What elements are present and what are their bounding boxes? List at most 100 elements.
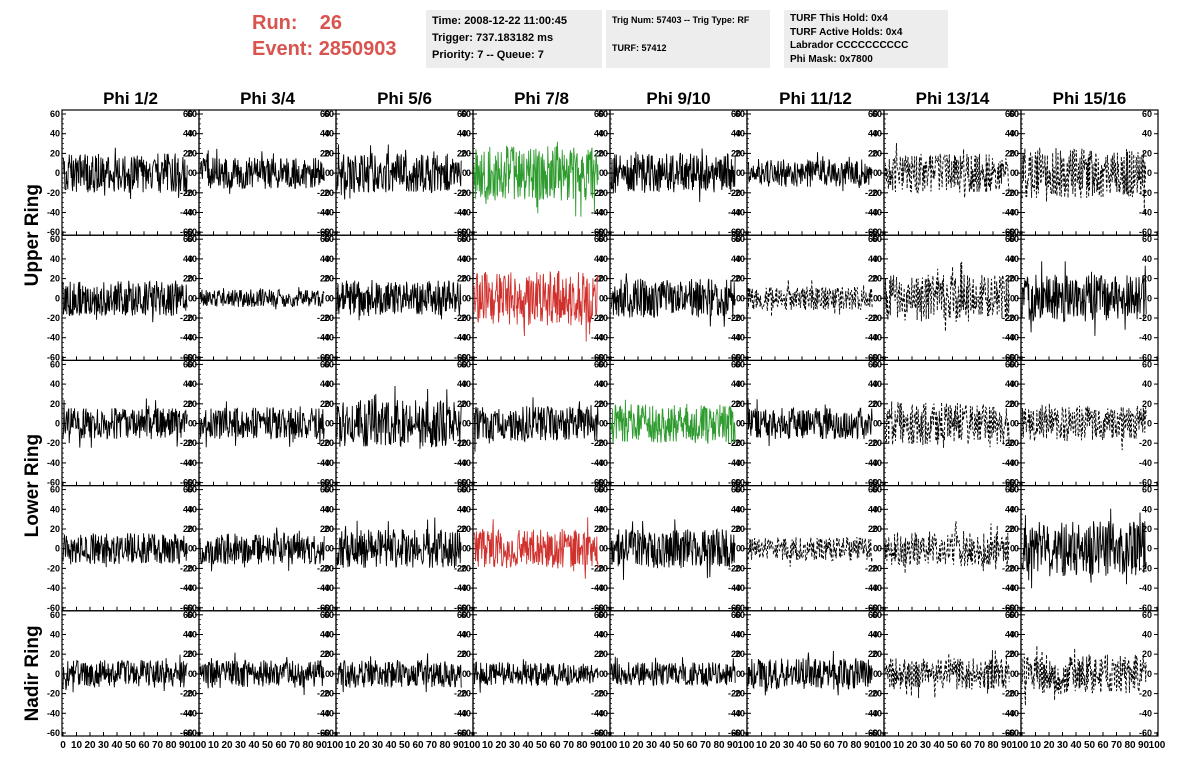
y-tick-label: 0 xyxy=(192,168,197,178)
y-tick-label: 0 xyxy=(603,544,608,554)
y-tick-label: 40 xyxy=(1005,504,1015,514)
y-tick-label: -20 xyxy=(458,563,471,573)
y-tick-label: 20 xyxy=(183,148,193,158)
y-tick-label: -20 xyxy=(454,438,467,448)
y-tick-label: 60 xyxy=(1005,359,1015,369)
waveform-trace xyxy=(199,401,325,448)
y-tick-label: 0 xyxy=(55,293,60,303)
y-tick-label: -20 xyxy=(1002,563,1015,573)
y-tick-label: -20 xyxy=(47,563,60,573)
y-tick-label: -60 xyxy=(1006,227,1019,237)
y-tick-label: 20 xyxy=(183,524,193,534)
y-tick-label: 0 xyxy=(188,419,193,429)
y-tick-label: -40 xyxy=(591,708,604,718)
y-tick-label: -40 xyxy=(180,583,193,593)
y-tick-label: 0 xyxy=(740,544,745,554)
y-tick-label: 20 xyxy=(872,524,882,534)
y-tick-label: 0 xyxy=(877,419,882,429)
event-value: 2850903 xyxy=(318,38,397,60)
x-tick-label: 100 xyxy=(875,740,892,751)
y-tick-label: -60 xyxy=(458,603,471,613)
y-tick-label: -60 xyxy=(732,603,745,613)
y-tick-label: 0 xyxy=(736,669,741,679)
y-tick-label: -40 xyxy=(591,333,604,343)
turf-active-holds-text: TURF Active Holds: 0x4 xyxy=(790,26,903,38)
x-tick-label: 30 xyxy=(235,740,247,751)
waveform-trace xyxy=(610,273,736,327)
y-tick-label: -40 xyxy=(728,583,741,593)
y-tick-label: 60 xyxy=(187,109,197,119)
waveform-trace xyxy=(199,527,325,572)
y-tick-label: -20 xyxy=(47,313,60,323)
waveform-trace xyxy=(62,147,188,200)
y-tick-label: 20 xyxy=(1005,649,1015,659)
x-tick-label: 30 xyxy=(646,740,658,751)
y-tick-label: -60 xyxy=(728,603,741,613)
y-tick-label: -60 xyxy=(595,603,608,613)
y-tick-label: 60 xyxy=(183,234,193,244)
y-tick-label: -60 xyxy=(47,603,60,613)
y-tick-label: 40 xyxy=(1142,504,1152,514)
y-tick-label: 0 xyxy=(466,168,471,178)
y-tick-label: 40 xyxy=(457,630,467,640)
time-trigger-panel: Time: 2008-12-22 11:00:45 Trigger: 737.1… xyxy=(426,10,602,68)
y-tick-label: 60 xyxy=(594,610,604,620)
y-tick-label: -40 xyxy=(591,583,604,593)
y-tick-label: 60 xyxy=(735,485,745,495)
y-tick-label: -20 xyxy=(180,563,193,573)
y-tick-label: 40 xyxy=(183,630,193,640)
x-tick-label: 90 xyxy=(316,740,328,751)
y-tick-label: -20 xyxy=(595,438,608,448)
y-tick-label: -40 xyxy=(184,208,197,218)
y-tick-label: 40 xyxy=(324,630,334,640)
y-tick-label: 0 xyxy=(192,544,197,554)
y-tick-label: 0 xyxy=(1014,168,1019,178)
y-tick-label: -60 xyxy=(180,603,193,613)
y-tick-label: -60 xyxy=(865,728,878,738)
y-tick-label: -40 xyxy=(184,583,197,593)
y-tick-label: 60 xyxy=(320,234,330,244)
y-tick-label: 0 xyxy=(873,168,878,178)
x-tick-label: 80 xyxy=(850,740,862,751)
y-tick-label: -20 xyxy=(591,438,604,448)
y-tick-label: -20 xyxy=(454,563,467,573)
y-tick-label: 60 xyxy=(187,234,197,244)
x-tick-label: 80 xyxy=(439,740,451,751)
y-tick-label: -40 xyxy=(321,208,334,218)
y-tick-label: 40 xyxy=(735,504,745,514)
y-tick-label: 60 xyxy=(1009,359,1019,369)
y-tick-label: -20 xyxy=(865,438,878,448)
y-tick-label: -60 xyxy=(865,352,878,362)
y-tick-label: -40 xyxy=(1002,208,1015,218)
y-tick-label: 60 xyxy=(868,109,878,119)
y-tick-label: -60 xyxy=(321,352,334,362)
y-tick-label: -60 xyxy=(1002,478,1015,488)
x-tick-label: 80 xyxy=(576,740,588,751)
y-tick-label: 0 xyxy=(462,419,467,429)
y-tick-label: -20 xyxy=(591,689,604,699)
y-tick-label: 0 xyxy=(877,168,882,178)
waveform-trace xyxy=(884,649,1010,699)
y-tick-label: 60 xyxy=(457,359,467,369)
y-tick-label: -20 xyxy=(180,313,193,323)
waveform-trace xyxy=(473,517,599,579)
y-tick-label: -40 xyxy=(454,583,467,593)
y-tick-label: 20 xyxy=(731,274,741,284)
y-tick-label: -40 xyxy=(1002,333,1015,343)
y-tick-label: -20 xyxy=(1002,188,1015,198)
y-tick-label: -40 xyxy=(1006,458,1019,468)
y-tick-label: -60 xyxy=(47,227,60,237)
y-tick-label: -60 xyxy=(47,728,60,738)
y-tick-label: 0 xyxy=(325,419,330,429)
y-tick-label: -60 xyxy=(595,227,608,237)
waveform-trace xyxy=(473,659,599,693)
y-tick-label: 0 xyxy=(462,293,467,303)
x-tick-label: 30 xyxy=(1057,740,1069,751)
time-text: Time: 2008-12-22 11:00:45 xyxy=(432,15,567,27)
y-tick-label: -20 xyxy=(321,188,334,198)
y-tick-label: -40 xyxy=(454,333,467,343)
y-tick-label: -40 xyxy=(869,458,882,468)
y-tick-label: 60 xyxy=(50,485,60,495)
x-tick-label: 90 xyxy=(590,740,602,751)
y-tick-label: -60 xyxy=(869,728,882,738)
